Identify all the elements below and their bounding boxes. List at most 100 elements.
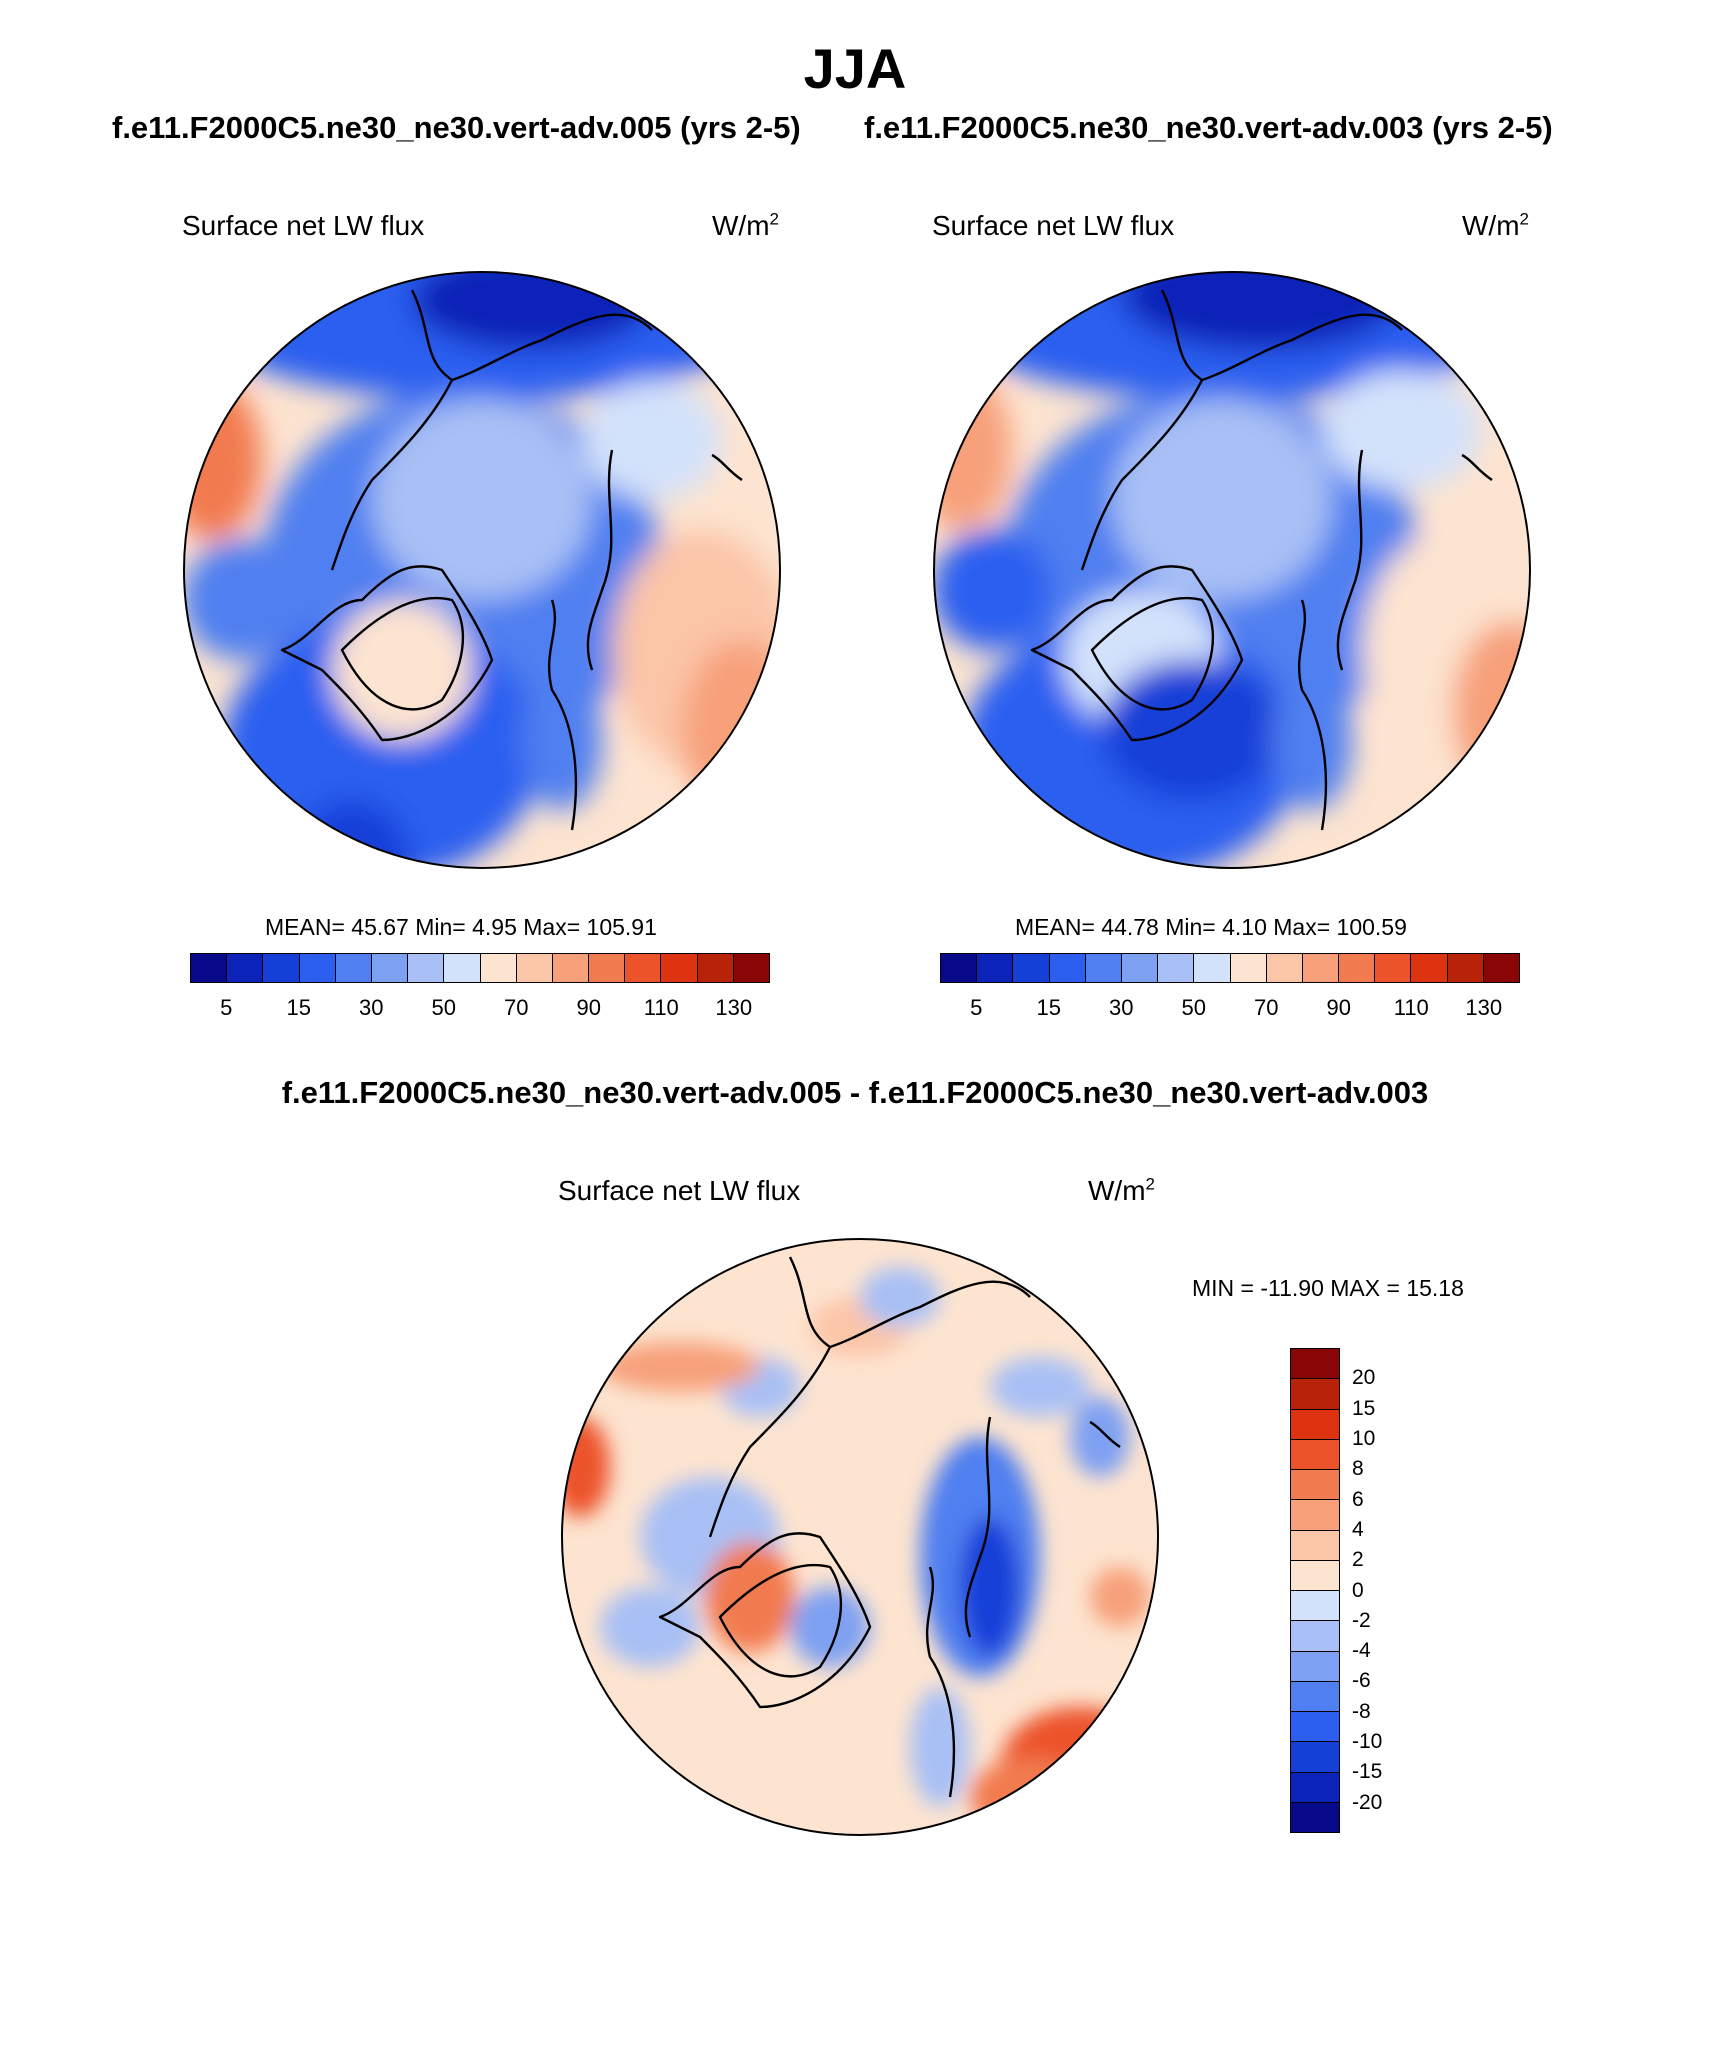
colorbar-tick-label: -6 — [1352, 1669, 1371, 1693]
colorbar-swatch — [1291, 1409, 1339, 1440]
field-siberia-core — [412, 272, 652, 350]
coast-siberia — [410, 289, 653, 382]
colorbar-tick-label: 50 — [1181, 995, 1206, 1020]
colorbar-tick-label: -4 — [1352, 1639, 1371, 1663]
diff-title: f.e11.F2000C5.ne30_ne30.vert-adv.005 - f… — [281, 1075, 1429, 1110]
colorbar-swatch — [516, 954, 553, 982]
colorbar-tick-label: -15 — [1352, 1760, 1383, 1784]
panel-units: W/m2 — [1462, 209, 1529, 241]
field-greenland — [332, 600, 472, 740]
panel-variable-label: Surface net LW flux — [932, 210, 1175, 241]
diff-units: W/m2 — [1088, 1174, 1155, 1206]
colorbar-swatch — [444, 954, 481, 982]
colorbar-tick-label: 70 — [1254, 995, 1279, 1020]
map-border — [933, 271, 1531, 869]
colorbar-tick-label: 110 — [1393, 995, 1429, 1020]
colorbar-swatch — [1291, 1530, 1339, 1561]
diff-variable-label: Surface net LW flux — [558, 1175, 801, 1206]
colorbar-ticks-difference: 20 15 10 8 6 4 2 0 -2 -4 -6 -8 -10 -15 -20 — [1352, 1348, 1432, 1833]
colorbar-swatch — [697, 954, 734, 982]
coast-alaska — [330, 379, 454, 571]
colorbar-swatch — [1447, 954, 1484, 982]
colorbar-swatch — [1291, 1439, 1339, 1470]
colorbar-swatch — [1266, 954, 1303, 982]
colorbar-swatch — [661, 954, 698, 982]
colorbar-tick-label: 15 — [1036, 995, 1061, 1020]
colorbar-tick-label: 0 — [1352, 1578, 1364, 1602]
colorbar-tick-label: 20 — [1352, 1366, 1376, 1390]
colorbar-swatch — [1302, 954, 1340, 982]
colorbar-tick-label: 10 — [1352, 1426, 1376, 1450]
season-title: JJA — [803, 37, 907, 100]
colorbar-swatch — [1291, 1742, 1339, 1773]
colorbar-swatch — [1230, 954, 1267, 982]
polar-map-difference — [561, 1238, 1159, 1836]
colorbar-swatch — [1291, 1772, 1339, 1803]
panel-units: W/m2 — [712, 209, 779, 241]
panel-variable-label: Surface net LW flux — [182, 210, 425, 241]
colorbar-swatch — [1483, 954, 1519, 982]
colorbar-tick-label: 2 — [1352, 1548, 1364, 1572]
colorbar-ticks-case-003: 5 15 30 50 70 90 110 130 — [940, 995, 1520, 1025]
colorbar-tick-label: 130 — [1465, 995, 1503, 1020]
colorbar-swatch — [335, 954, 372, 982]
colorbar-swatch — [1375, 954, 1412, 982]
colorbar-swatch — [480, 954, 517, 982]
colorbar-tick-label: 50 — [431, 995, 456, 1020]
colorbar-swatch — [733, 954, 769, 982]
colorbar-swatch — [1194, 954, 1231, 982]
colorbar-tick-label: 15 — [1352, 1396, 1376, 1420]
colorbar-tick-label: 8 — [1352, 1457, 1364, 1481]
colorbar-swatch — [1411, 954, 1448, 982]
colorbar-tick-label: -8 — [1352, 1699, 1371, 1723]
coast-kara — [586, 449, 614, 671]
colorbar-swatch — [1291, 1560, 1339, 1591]
colorbar-swatch — [941, 954, 978, 982]
case-title-left: f.e11.F2000C5.ne30_ne30.vert-adv.005 (yr… — [112, 110, 801, 145]
colorbar-tick-label: 30 — [359, 995, 384, 1020]
colorbar-swatch — [263, 954, 300, 982]
map-border — [561, 1238, 1159, 1836]
colorbar-tick-label: 6 — [1352, 1487, 1364, 1511]
stats-case-003: MEAN= 44.78 Min= 4.10 Max= 100.59 — [1015, 914, 1407, 940]
map-border — [183, 271, 781, 869]
colorbar-tick-label: 90 — [576, 995, 601, 1020]
field-asia-warm — [682, 640, 780, 820]
colorbar-swatch — [1291, 1591, 1339, 1622]
colorbar-swatch — [625, 954, 662, 982]
colorbar-difference — [1290, 1348, 1340, 1833]
colorbar-swatch — [408, 954, 445, 982]
colorbar-tick-label: 90 — [1326, 995, 1351, 1020]
colorbar-swatch — [977, 954, 1014, 982]
colorbar-tick-label: 30 — [1109, 995, 1134, 1020]
colorbar-tick-label: 110 — [643, 995, 679, 1020]
diff-stats: MIN = -11.90 MAX = 15.18 — [1192, 1275, 1464, 1301]
colorbar-swatch — [1291, 1500, 1339, 1531]
field-norway — [522, 670, 602, 810]
colorbar-tick-label: 4 — [1352, 1517, 1364, 1541]
colorbar-swatch — [1158, 954, 1195, 982]
coast-greenland — [340, 596, 465, 711]
colorbar-tick-label: 15 — [286, 995, 311, 1020]
colorbar-swatch — [1291, 1681, 1339, 1712]
coast-island — [711, 453, 743, 481]
polar-map-case-003 — [933, 271, 1531, 869]
colorbar-swatch — [552, 954, 590, 982]
case-title-right: f.e11.F2000C5.ne30_ne30.vert-adv.003 (yr… — [864, 110, 1553, 145]
colorbar-swatch — [371, 954, 409, 982]
colorbar-tick-label: -10 — [1352, 1730, 1383, 1754]
colorbar-tick-label: 130 — [715, 995, 753, 1020]
colorbar-swatch — [1291, 1712, 1339, 1743]
colorbar-case-005 — [190, 953, 770, 983]
colorbar-tick-label: 70 — [504, 995, 529, 1020]
colorbar-case-003 — [940, 953, 1520, 983]
colorbar-swatch — [1291, 1379, 1339, 1410]
colorbar-swatch — [1291, 1802, 1339, 1832]
field-pole — [372, 400, 592, 600]
colorbar-swatch — [589, 954, 626, 982]
stats-case-005: MEAN= 45.67 Min= 4.95 Max= 105.91 — [265, 914, 657, 940]
colorbar-swatch — [191, 954, 228, 982]
colorbar-swatch — [1291, 1349, 1339, 1380]
colorbar-swatch — [1291, 1470, 1339, 1501]
colorbar-swatch — [299, 954, 336, 982]
